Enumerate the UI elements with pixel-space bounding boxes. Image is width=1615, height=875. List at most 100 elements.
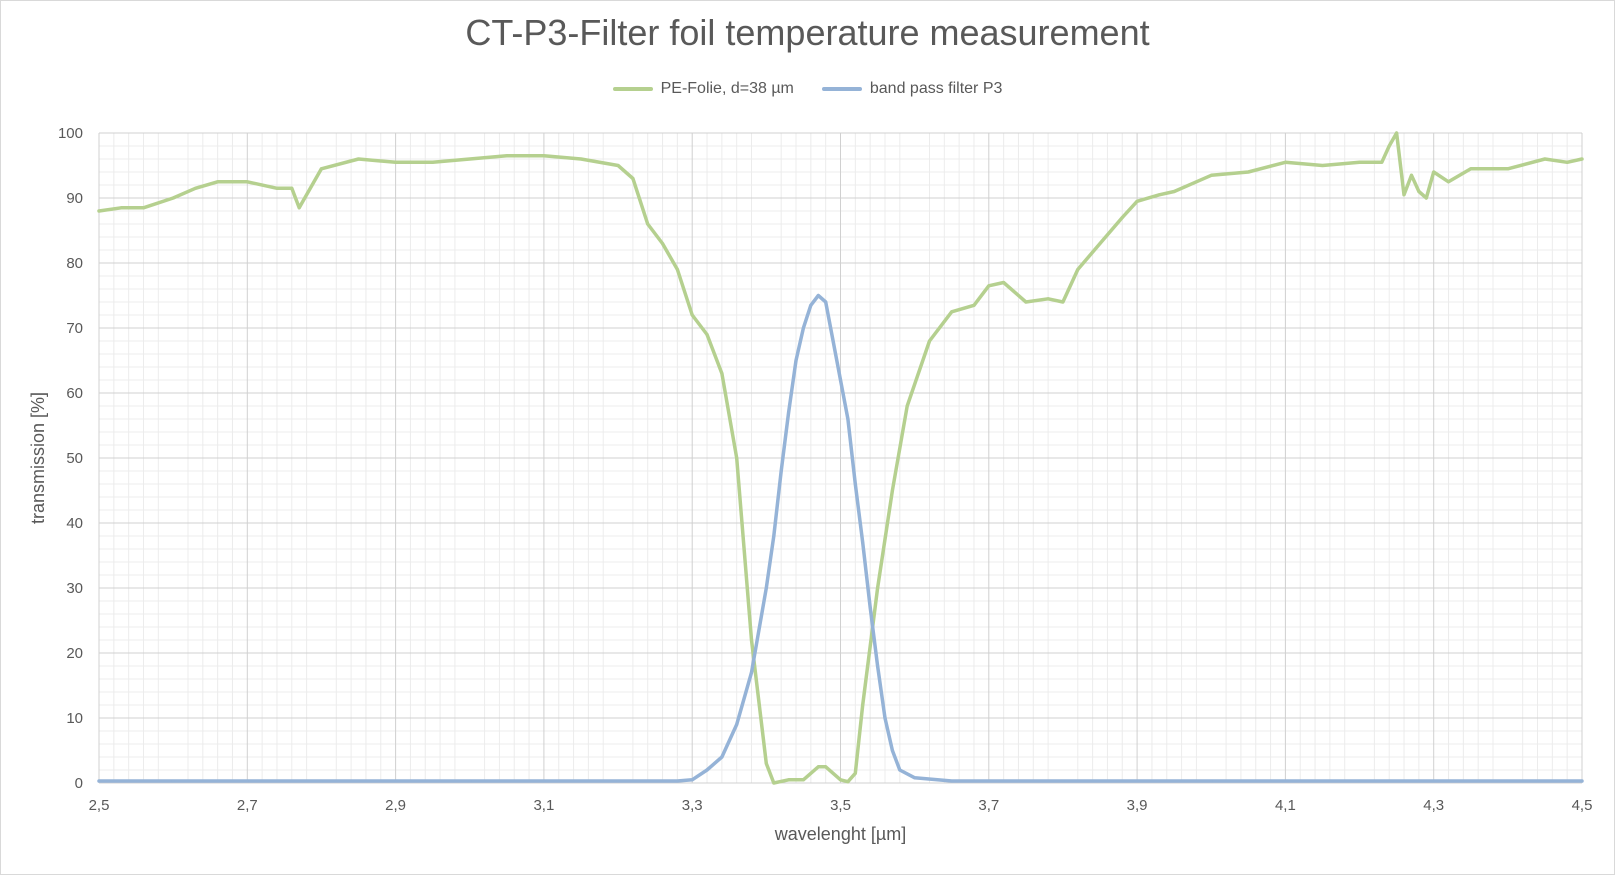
data-point: [905, 404, 909, 408]
legend-item-band-pass: band pass filter P3: [821, 80, 1003, 98]
data-point: [1424, 196, 1428, 200]
data-point: [876, 586, 880, 590]
y-tick-label: 100: [58, 125, 83, 142]
data-point: [394, 160, 398, 164]
data-point: [720, 755, 724, 759]
data-point: [831, 339, 835, 343]
x-tick-label: 2,9: [385, 797, 406, 814]
legend-swatch-pe-folie: [612, 87, 653, 91]
data-point: [431, 160, 435, 164]
data-point: [868, 606, 872, 609]
data-point: [1380, 160, 1384, 164]
data-point: [1410, 173, 1413, 177]
data-point: [675, 779, 679, 783]
data-point: [1076, 268, 1080, 271]
y-tick-label: 80: [66, 255, 83, 272]
legend-label-band-pass: band pass filter P3: [869, 80, 1003, 97]
data-point: [245, 779, 249, 783]
data-point: [290, 186, 294, 190]
y-tick-label: 20: [66, 645, 83, 662]
x-tick-label: 2,5: [89, 797, 110, 814]
data-point: [193, 186, 197, 190]
series-layer: [97, 131, 1584, 785]
x-tick-label: 3,9: [1127, 797, 1148, 814]
y-tick-label: 30: [66, 580, 83, 597]
data-point: [720, 372, 724, 375]
data-point: [890, 489, 894, 492]
data-point: [542, 154, 546, 158]
data-point: [801, 778, 805, 782]
y-tick-label: 90: [66, 190, 83, 207]
data-point: [1209, 173, 1213, 177]
data-point: [142, 206, 145, 210]
data-point: [119, 206, 123, 210]
data-point: [824, 765, 828, 769]
data-point: [1358, 779, 1362, 783]
data-point: [1283, 160, 1287, 164]
data-point: [468, 157, 472, 161]
data-point: [861, 703, 865, 707]
data-point: [987, 284, 991, 288]
data-point: [787, 411, 791, 414]
data-point: [631, 177, 635, 180]
data-point: [1061, 779, 1065, 783]
data-point: [950, 310, 954, 314]
data-point: [1061, 300, 1065, 304]
data-point: [846, 780, 850, 784]
y-axis-title: transmission [%]: [28, 392, 48, 524]
data-point: [1395, 131, 1399, 135]
y-tick-label: 0: [75, 775, 83, 792]
data-point: [735, 723, 739, 726]
data-point: [816, 765, 820, 769]
data-point: [216, 180, 220, 184]
x-axis-title: wavelenght [µm]: [774, 824, 906, 844]
y-tick-label: 40: [66, 515, 83, 532]
major-gridlines: [98, 132, 1583, 784]
x-tick-label: 4,1: [1275, 797, 1296, 814]
data-point: [1447, 180, 1450, 184]
data-point: [319, 779, 323, 783]
data-point: [1402, 193, 1406, 197]
data-point: [275, 186, 279, 190]
data-point: [245, 180, 249, 184]
data-point: [1002, 281, 1006, 284]
data-point: [839, 778, 842, 782]
data-point: [861, 541, 865, 544]
x-tick-label: 3,7: [978, 797, 999, 814]
data-point: [972, 303, 976, 307]
legend-swatch-band-pass: [821, 87, 862, 91]
data-point: [913, 776, 917, 780]
x-tick-label: 3,5: [830, 797, 851, 814]
data-point: [750, 638, 753, 642]
y-tick-label: 50: [66, 450, 83, 467]
data-point: [787, 778, 791, 782]
data-point: [1321, 164, 1324, 167]
data-point: [542, 779, 546, 783]
data-point: [1417, 190, 1421, 193]
data-point: [898, 768, 902, 772]
data-point: [1120, 216, 1124, 219]
data-point: [675, 268, 679, 271]
data-point: [646, 222, 650, 226]
y-tick-label: 10: [66, 710, 83, 727]
data-point: [319, 167, 323, 171]
x-tick-label: 3,1: [533, 797, 554, 814]
data-point: [1194, 180, 1198, 184]
data-point: [1506, 779, 1510, 783]
data-point: [394, 779, 398, 783]
legend-item-pe-folie: PE-Folie, d=38 µm: [612, 80, 794, 98]
y-tick-label: 60: [66, 385, 83, 402]
data-point: [1469, 167, 1473, 171]
data-point: [661, 242, 664, 245]
data-point: [1580, 779, 1584, 783]
data-point: [1565, 160, 1569, 164]
data-point: [690, 778, 694, 782]
data-point: [853, 771, 857, 775]
data-point: [890, 749, 894, 752]
data-point: [1046, 297, 1050, 301]
data-point: [171, 779, 175, 783]
data-point: [801, 326, 805, 330]
data-point: [705, 333, 709, 336]
x-tick-label: 4,3: [1423, 797, 1444, 814]
